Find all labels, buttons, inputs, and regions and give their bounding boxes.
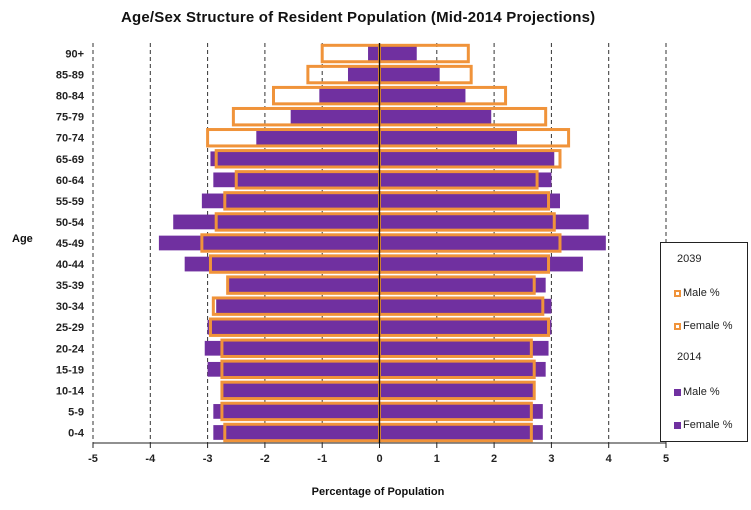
y-tick-label: 5-9 [68,406,84,418]
x-axis-label: Percentage of Population [311,486,445,498]
x-tick-label: 2 [491,453,497,465]
bar-2014-female [379,130,518,146]
legend-label: Male % [683,386,720,398]
bar-2014-male [347,67,380,82]
bar-2014-female [379,151,555,167]
bar-2014-male [290,109,380,125]
bar-2014-male [207,319,380,335]
bar-2014-female [379,298,552,314]
x-tick-label: -3 [203,453,213,465]
x-tick-label: 1 [434,453,440,465]
y-tick-label: 45-49 [56,238,84,250]
legend-group-2014: 2014 [677,351,702,363]
bar-2014-female [379,425,543,440]
filled-swatch-icon [674,388,681,396]
legend-label: Male % [683,287,720,299]
bar-2014-male [213,404,380,419]
bar-2014-female [379,172,552,188]
legend: 2039 Male % Female % 2014 Male % Female … [660,242,748,442]
bar-2014-female [379,361,546,377]
bar-2014-male [173,214,380,230]
x-tick-label: 0 [376,453,382,465]
bar-2014-female [379,235,606,251]
y-tick-label: 55-59 [56,196,84,208]
legend-label: Female % [683,419,733,431]
legend-label: Female % [683,320,733,332]
bar-2014-male [216,298,380,314]
x-tick-label: 5 [663,453,669,465]
bar-2014-male [213,172,380,188]
legend-item-2039-male: Male % [674,287,720,299]
bar-2014-female [379,404,543,419]
bar-2014-male [158,235,380,251]
bar-2014-male [256,130,380,146]
bar-2014-male [201,193,380,209]
bar-2014-female [379,193,560,209]
filled-swatch-icon [674,421,681,429]
bar-2014-female [379,340,549,356]
y-tick-label: 65-69 [56,154,84,166]
y-tick-label: 25-29 [56,322,84,334]
y-tick-label: 15-19 [56,364,84,376]
y-tick-label: 0-4 [68,427,85,439]
bar-2014-female [379,256,583,272]
bar-2014-male [213,425,380,440]
x-tick-label: 3 [548,453,554,465]
legend-group-2039: 2039 [677,253,702,265]
bar-2014-female [379,277,546,293]
y-tick-label: 40-44 [56,259,85,271]
y-tick-label: 85-89 [56,70,84,82]
x-tick-label: -4 [145,453,156,465]
y-tick-label: 70-74 [56,133,85,145]
bar-2014-male [207,361,380,377]
legend-item-2014-male: Male % [674,386,720,398]
bar-2014-female [379,319,552,335]
bar-2014-female [379,109,492,125]
y-axis-label: Age [12,233,33,245]
chart-title: Age/Sex Structure of Resident Population… [121,9,596,26]
y-tick-label: 10-14 [56,385,85,397]
y-tick-label: 35-39 [56,280,84,292]
bar-2014-male [221,383,380,398]
y-tick-label: 80-84 [56,91,85,103]
x-tick-label: -2 [260,453,270,465]
legend-item-2039-female: Female % [674,320,733,332]
bar-2014-male [319,88,380,103]
bar-2014-male [210,151,380,167]
legend-item-2014-female: Female % [674,419,733,431]
y-tick-label: 30-34 [56,301,85,313]
bar-2014-female [379,46,417,61]
y-tick-label: 75-79 [56,112,84,124]
y-tick-label: 90+ [65,49,84,61]
x-tick-label: -1 [317,453,327,465]
y-tick-label: 20-24 [56,343,85,355]
bar-2014-male [368,46,380,61]
bar-2014-female [379,67,440,82]
y-tick-label: 50-54 [56,217,85,229]
outline-swatch-icon [674,289,681,297]
bar-2014-female [379,88,466,103]
x-tick-label: -5 [88,453,98,465]
bar-2014-female [379,383,535,398]
outline-swatch-icon [674,322,681,330]
y-tick-label: 60-64 [56,175,85,187]
bar-2014-male [204,340,380,356]
bar-2014-female [379,214,589,230]
x-tick-label: 4 [606,453,613,465]
bar-2014-male [227,277,380,293]
bar-2014-male [184,256,380,272]
